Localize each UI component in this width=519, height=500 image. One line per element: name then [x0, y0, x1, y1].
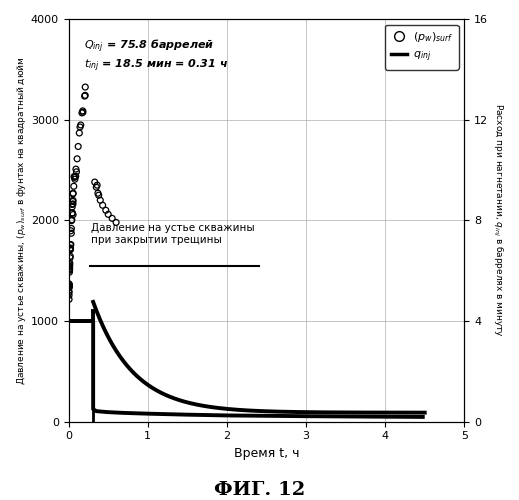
Point — [69, 196, 77, 204]
Point — [92, 183, 101, 191]
Point — [74, 142, 83, 150]
Point — [67, 224, 76, 232]
Point — [66, 227, 75, 235]
X-axis label: Время t, ч: Время t, ч — [234, 447, 299, 460]
Point — [68, 209, 76, 217]
Point — [68, 200, 76, 208]
Point — [81, 92, 89, 100]
Point — [112, 218, 120, 226]
Point — [96, 196, 104, 204]
Point — [65, 261, 74, 269]
Y-axis label: Расход при нагнетании, $q_{inj}$ в баррелях в минуту: Расход при нагнетании, $q_{inj}$ в барре… — [491, 104, 504, 338]
Point — [65, 280, 73, 288]
Point — [91, 178, 99, 186]
Point — [67, 240, 75, 248]
Point — [65, 262, 74, 270]
Point — [102, 206, 110, 214]
Point — [69, 198, 77, 205]
Point — [67, 216, 76, 224]
Point — [77, 121, 85, 129]
Point — [75, 129, 84, 137]
Point — [66, 244, 75, 252]
Point — [66, 252, 74, 260]
Point — [65, 288, 73, 296]
Point — [65, 284, 73, 292]
Point — [68, 203, 76, 211]
Point — [80, 92, 89, 100]
Point — [66, 241, 75, 249]
Point — [65, 283, 73, 291]
Y-axis label: Давление на устье скважины, $(p_w)_{surf}$ в фунтах на квадратный дюйм: Давление на устье скважины, $(p_w)_{surf… — [15, 56, 28, 384]
Point — [65, 283, 73, 291]
Point — [78, 107, 87, 115]
Point — [93, 181, 101, 189]
Text: Давление на устье скважины
при закрытии трещины: Давление на устье скважины при закрытии … — [91, 223, 254, 244]
Point — [72, 165, 80, 173]
Point — [69, 189, 77, 197]
Point — [94, 191, 103, 199]
Point — [79, 108, 87, 116]
Point — [81, 83, 89, 91]
Point — [76, 123, 84, 131]
Point — [65, 266, 74, 274]
Point — [65, 263, 74, 271]
Point — [73, 155, 81, 163]
Point — [68, 209, 76, 217]
Point — [65, 296, 73, 304]
Point — [66, 246, 74, 254]
Point — [69, 200, 77, 208]
Point — [70, 174, 78, 182]
Point — [99, 202, 107, 209]
Point — [65, 259, 74, 267]
Point — [94, 189, 102, 197]
Point — [72, 168, 80, 176]
Point — [65, 282, 73, 290]
Point — [65, 292, 73, 300]
Point — [65, 266, 74, 274]
Point — [69, 190, 77, 198]
Point — [66, 254, 74, 262]
Point — [108, 214, 116, 222]
Point — [69, 210, 77, 218]
Point — [70, 172, 78, 180]
Legend: $(p_w)_{surf}$, $q_{inj}$: $(p_w)_{surf}$, $q_{inj}$ — [385, 24, 459, 70]
Point — [66, 246, 75, 254]
Point — [65, 268, 74, 276]
Point — [67, 230, 75, 237]
Text: $Q_{inj}$ = 75.8 баррелей: $Q_{inj}$ = 75.8 баррелей — [85, 37, 215, 54]
Point — [71, 175, 79, 183]
Text: ФИГ. 12: ФИГ. 12 — [214, 481, 305, 499]
Text: $t_{inj}$ = 18.5 мин = 0.31 ч: $t_{inj}$ = 18.5 мин = 0.31 ч — [85, 58, 229, 74]
Point — [67, 216, 76, 224]
Point — [70, 182, 78, 190]
Point — [78, 109, 86, 117]
Point — [65, 289, 73, 297]
Point — [65, 264, 74, 272]
Point — [104, 210, 112, 218]
Point — [65, 258, 74, 266]
Point — [66, 244, 75, 252]
Point — [65, 281, 74, 289]
Point — [72, 172, 80, 180]
